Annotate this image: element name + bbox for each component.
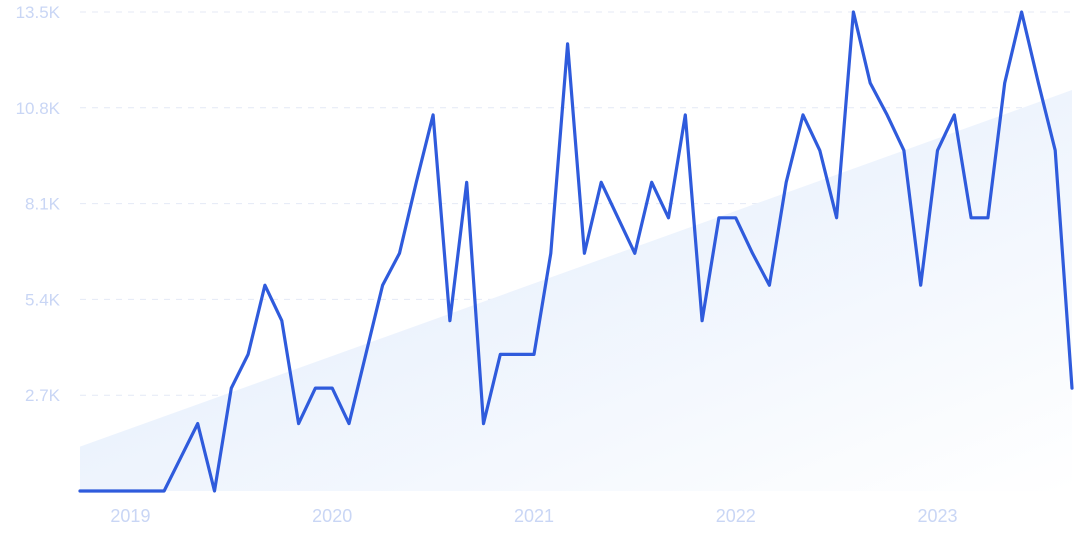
- y-tick-label: 8.1K: [25, 195, 61, 214]
- series-line-layer: [78, 10, 1074, 493]
- x-tick-label: 2019: [110, 506, 150, 526]
- trend-area: [80, 90, 1072, 491]
- x-tick-label: 2020: [312, 506, 352, 526]
- series-line: [78, 10, 1074, 493]
- y-tick-label: 13.5K: [16, 3, 61, 22]
- trend-area-fill: [80, 90, 1072, 491]
- y-tick-label: 2.7K: [25, 386, 61, 405]
- x-axis-ticks: 2019 2020 2021 2022 2023: [110, 506, 957, 526]
- x-tick-label: 2023: [917, 506, 957, 526]
- y-tick-label: 5.4K: [25, 290, 61, 309]
- x-tick-label: 2022: [716, 506, 756, 526]
- y-axis-ticks: 2.7K 5.4K 8.1K 10.8K 13.5K: [16, 3, 61, 405]
- x-tick-label: 2021: [514, 506, 554, 526]
- y-tick-label: 10.8K: [16, 99, 61, 118]
